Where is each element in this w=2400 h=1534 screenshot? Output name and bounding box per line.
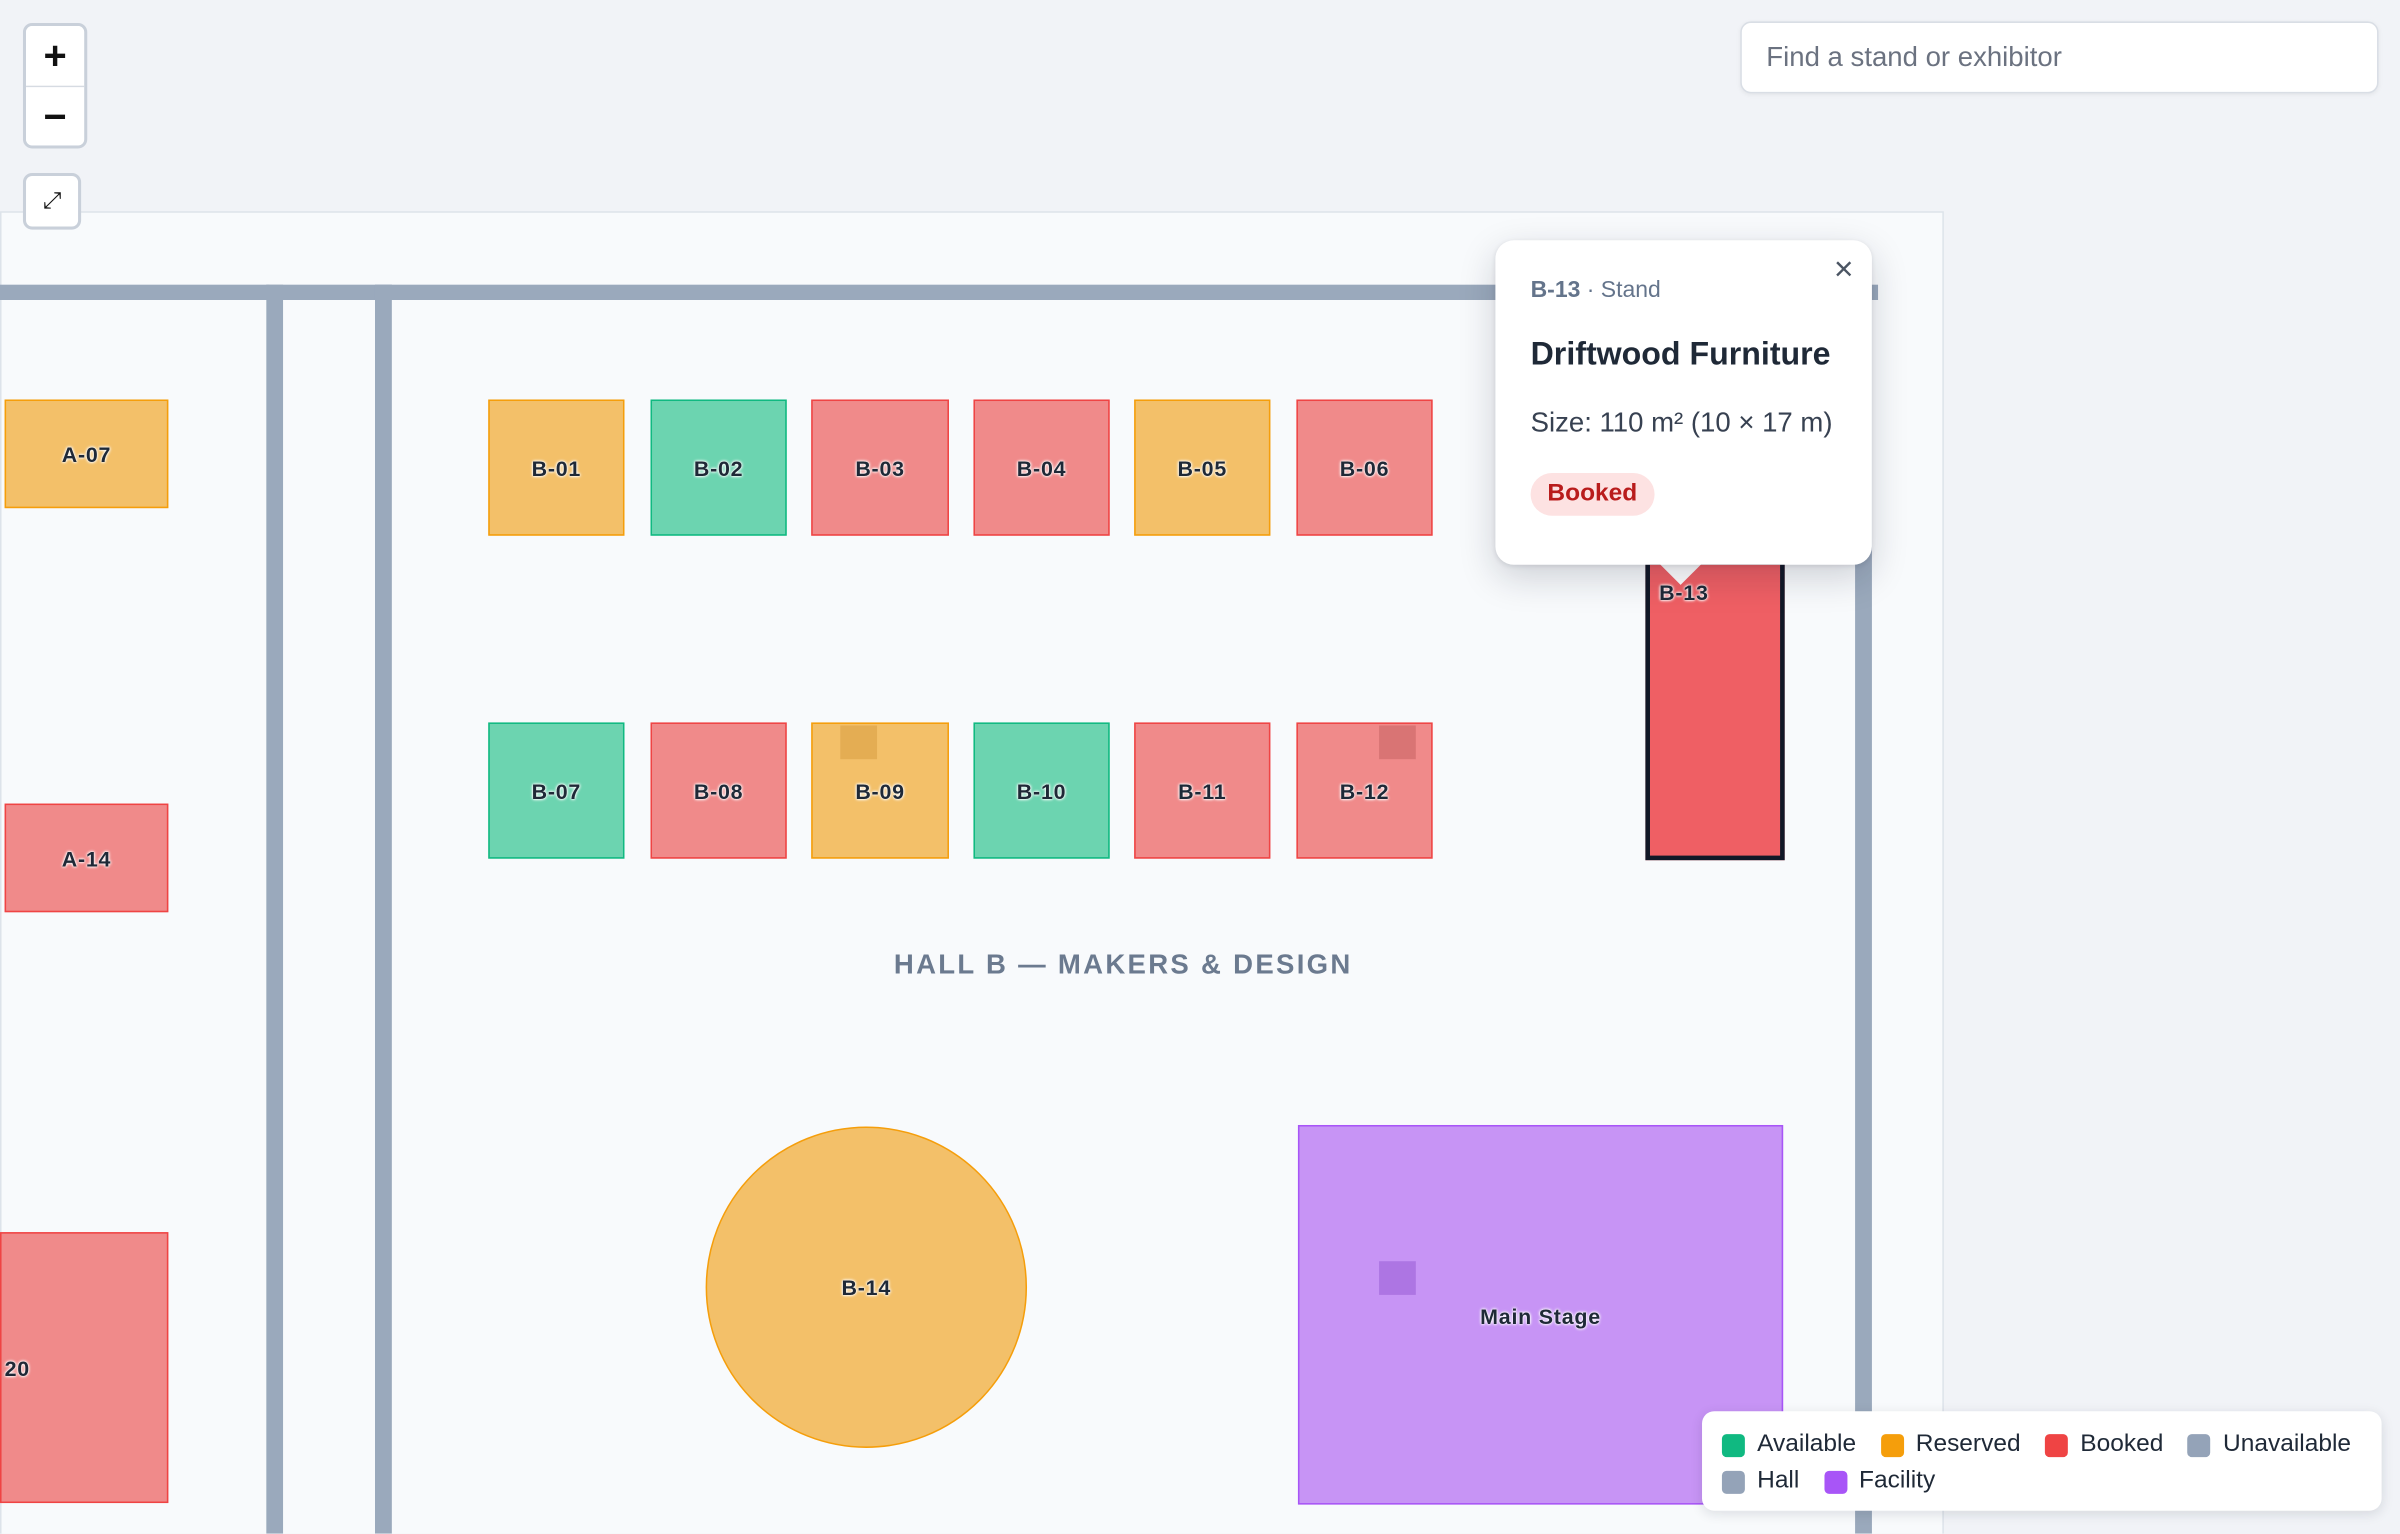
popup-stand-kind: · Stand [1586, 277, 1661, 304]
expand-icon: ⤢ [42, 188, 62, 215]
fit-to-screen-button[interactable]: ⤢ [22, 172, 82, 230]
main-stage-marker [1379, 1261, 1416, 1295]
legend-swatch-available [1721, 1433, 1745, 1457]
stand-b-12-marker [1379, 725, 1416, 760]
popup-header: B-13 · Stand [1531, 277, 1837, 303]
stand-search-input[interactable] [1740, 21, 2379, 94]
stand-b-05[interactable]: B-05 [1134, 399, 1271, 536]
legend-label-unavailable: Unavailable [2223, 1431, 2352, 1458]
legend-swatch-reserved [1880, 1433, 1904, 1457]
popup-stand-code: B-13 [1530, 277, 1581, 304]
legend-label-booked: Booked [2080, 1431, 2164, 1458]
stand-b-08[interactable]: B-08 [650, 722, 787, 859]
stand-b-03[interactable]: B-03 [811, 399, 949, 536]
stand-b-06[interactable]: B-06 [1296, 399, 1433, 536]
stand-b-12[interactable]: B-12 [1296, 722, 1433, 859]
legend-item-reserved: Reserved [1880, 1431, 2021, 1459]
zoom-divider [26, 85, 85, 88]
stand-b-14[interactable]: B-14 [705, 1126, 1028, 1448]
stand-a-07[interactable]: A-07 [4, 399, 169, 509]
hall-b-label: HALL B — MAKERS & DESIGN [893, 948, 1353, 980]
stand-a-20[interactable]: 20 [0, 1232, 169, 1504]
main-stage-label: Main Stage [1480, 1304, 1601, 1329]
zoom-out-button[interactable]: − [26, 87, 85, 146]
hall-b-left-wall [374, 284, 392, 1534]
legend-label-hall: Hall [1757, 1467, 1800, 1494]
map-legend: Available Reserved Booked Unavailable Ha… [1702, 1411, 2382, 1511]
legend-swatch-hall [1721, 1470, 1745, 1494]
legend-row-1: Available Reserved Booked Unavailable [1721, 1427, 2363, 1464]
hall-b-right-wall [1855, 284, 1872, 1534]
popup-stand-size: Size: 110 m² (10 × 17 m) [1530, 407, 1833, 438]
stand-b-07[interactable]: B-07 [488, 722, 625, 859]
corridor [283, 299, 375, 1534]
legend-item-hall: Hall [1721, 1467, 1800, 1496]
stand-b-01[interactable]: B-01 [488, 399, 625, 536]
stand-a-14[interactable]: A-14 [4, 803, 169, 913]
legend-label-facility: Facility [1859, 1467, 1936, 1494]
corridor-top-wall [266, 284, 392, 300]
zoom-controls: + − [22, 22, 88, 149]
legend-label-available: Available [1757, 1431, 1857, 1458]
stand-b-09-marker [840, 725, 878, 760]
legend-item-booked: Booked [2045, 1431, 2163, 1459]
status-badge: Booked [1530, 472, 1655, 516]
zoom-in-button[interactable]: + [26, 26, 85, 86]
stand-b-04[interactable]: B-04 [973, 399, 1110, 536]
stand-a-20-label: 20 [4, 1355, 30, 1380]
stand-b-02[interactable]: B-02 [650, 399, 787, 536]
legend-swatch-facility [1823, 1470, 1847, 1494]
stand-b-13[interactable]: B-13 [1645, 560, 1785, 861]
stand-b-11[interactable]: B-11 [1134, 722, 1271, 859]
legend-swatch-booked [2045, 1433, 2069, 1457]
stand-b-13-label: B-13 [1659, 580, 1709, 605]
legend-item-facility: Facility [1823, 1467, 1936, 1496]
popup-exhibitor-name: Driftwood Furniture [1530, 336, 1831, 372]
legend-item-unavailable: Unavailable [2187, 1431, 2352, 1459]
legend-item-available: Available [1721, 1431, 1857, 1459]
legend-row-2: Hall Facility [1721, 1463, 2363, 1500]
stand-info-popup: × B-13 · Stand Driftwood Furniture Size:… [1495, 240, 1872, 565]
hall-a-right-wall [266, 284, 284, 1534]
hall-a-top-wall [0, 284, 270, 300]
legend-swatch-unavailable [2187, 1433, 2211, 1457]
close-icon[interactable]: × [1833, 249, 1854, 288]
stand-b-09[interactable]: B-09 [811, 722, 949, 859]
legend-label-reserved: Reserved [1915, 1431, 2021, 1458]
stand-b-10[interactable]: B-10 [973, 722, 1110, 859]
